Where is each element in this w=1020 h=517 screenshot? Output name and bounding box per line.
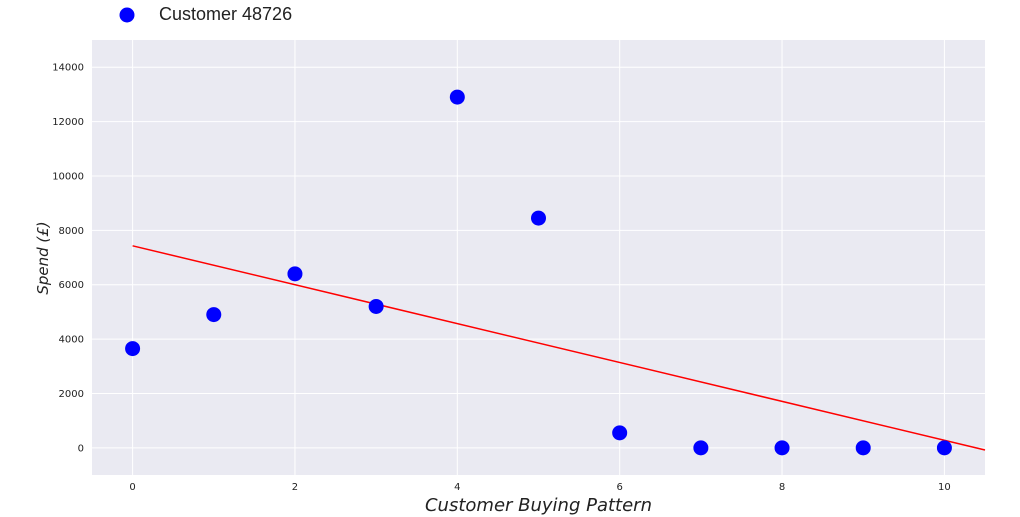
series-layer (125, 89, 986, 456)
data-point (287, 266, 303, 282)
legend-label: Customer 48726 (159, 4, 292, 24)
y-tick-label: 10000 (52, 171, 84, 182)
y-tick-label: 14000 (52, 63, 84, 74)
x-tick-label: 4 (454, 482, 460, 493)
data-point (449, 89, 465, 105)
y-tick-labels: 0 2000 4000 6000 8000 10000 12000 14000 (52, 63, 84, 455)
data-point (693, 440, 709, 456)
x-tick-label: 2 (292, 482, 298, 493)
y-axis-title: Spend (£) (34, 221, 52, 294)
legend-marker (119, 7, 135, 23)
plot-area (92, 40, 985, 475)
legend: Customer 48726 (119, 4, 292, 24)
data-point (368, 298, 384, 314)
x-tick-labels: 0 2 4 6 8 10 (129, 482, 950, 493)
x-tick-label: 8 (779, 482, 785, 493)
data-point (936, 440, 952, 456)
data-point (125, 341, 141, 357)
y-tick-label: 2000 (59, 389, 84, 400)
x-tick-label: 10 (938, 482, 951, 493)
data-point (774, 440, 790, 456)
grid (92, 40, 985, 475)
y-tick-label: 0 (78, 443, 84, 454)
y-tick-label: 6000 (59, 280, 84, 291)
x-axis-title: Customer Buying Pattern (425, 495, 652, 516)
data-point (206, 307, 222, 323)
data-point (855, 440, 871, 456)
data-point (531, 210, 546, 226)
y-tick-label: 8000 (59, 226, 84, 237)
y-tick-label: 4000 (59, 335, 84, 346)
x-tick-label: 0 (129, 482, 135, 493)
trend-line (132, 245, 986, 451)
y-tick-label: 12000 (52, 117, 84, 128)
data-point (612, 425, 628, 441)
x-tick-label: 6 (616, 482, 622, 493)
